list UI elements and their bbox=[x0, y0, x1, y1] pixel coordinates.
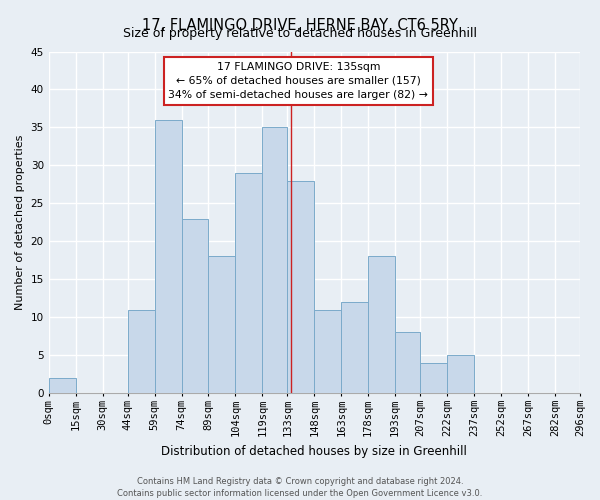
Text: Contains HM Land Registry data © Crown copyright and database right 2024.
Contai: Contains HM Land Registry data © Crown c… bbox=[118, 476, 482, 498]
Bar bbox=[420, 362, 447, 393]
Bar bbox=[395, 332, 420, 393]
Bar bbox=[262, 128, 287, 393]
Bar bbox=[287, 180, 314, 393]
Bar bbox=[49, 378, 76, 393]
Bar bbox=[235, 173, 262, 393]
Bar bbox=[447, 355, 474, 393]
Y-axis label: Number of detached properties: Number of detached properties bbox=[15, 134, 25, 310]
Bar bbox=[314, 310, 341, 393]
Bar bbox=[368, 256, 395, 393]
Text: 17 FLAMINGO DRIVE: 135sqm
← 65% of detached houses are smaller (157)
34% of semi: 17 FLAMINGO DRIVE: 135sqm ← 65% of detac… bbox=[169, 62, 428, 100]
Bar bbox=[128, 310, 155, 393]
Bar bbox=[155, 120, 182, 393]
Text: 17, FLAMINGO DRIVE, HERNE BAY, CT6 5RY: 17, FLAMINGO DRIVE, HERNE BAY, CT6 5RY bbox=[142, 18, 458, 32]
Text: Size of property relative to detached houses in Greenhill: Size of property relative to detached ho… bbox=[123, 28, 477, 40]
Bar bbox=[341, 302, 368, 393]
X-axis label: Distribution of detached houses by size in Greenhill: Distribution of detached houses by size … bbox=[161, 444, 467, 458]
Bar bbox=[208, 256, 235, 393]
Bar bbox=[182, 218, 208, 393]
